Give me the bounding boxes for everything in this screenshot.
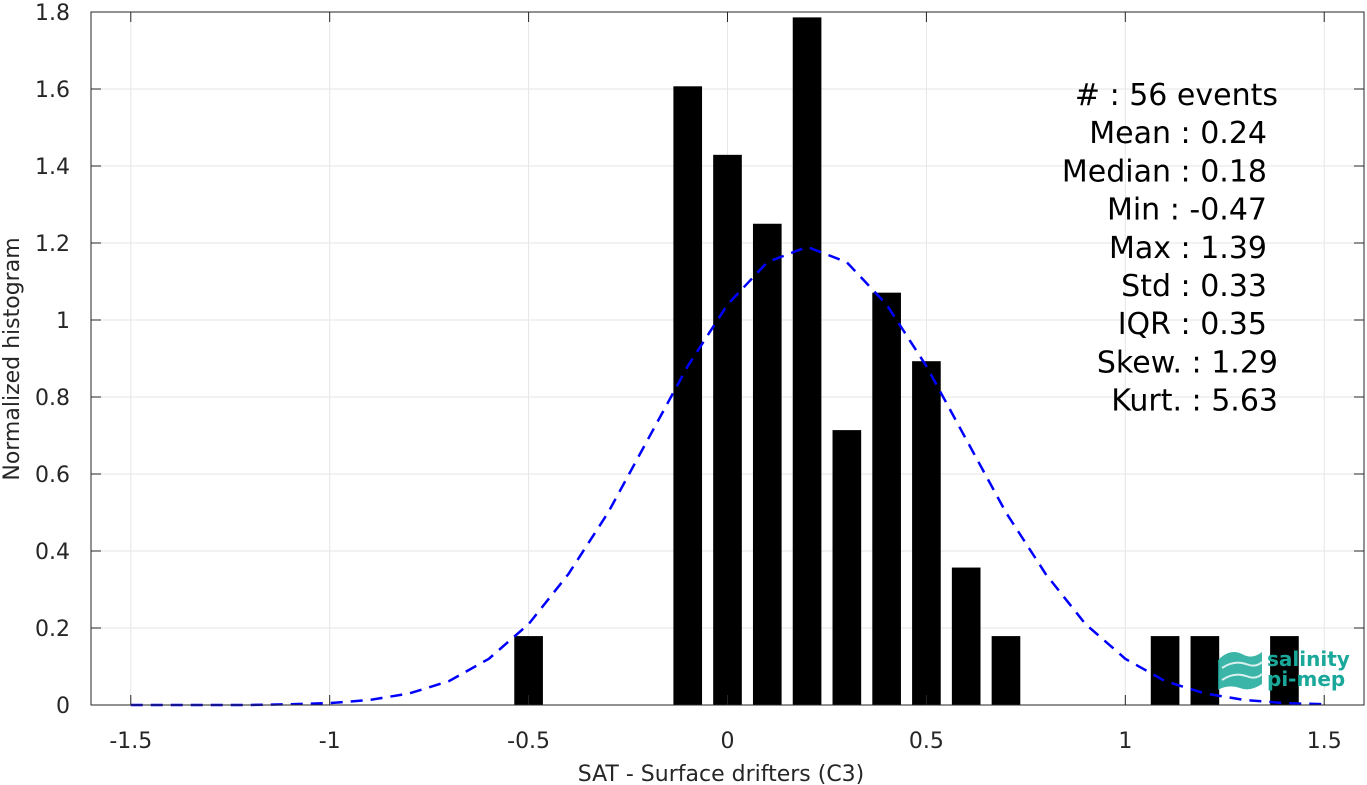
histogram-bar: [1150, 636, 1180, 705]
y-tick-label: 0.2: [35, 617, 70, 642]
logo-line-1: salinity: [1267, 647, 1350, 671]
histogram-bar: [872, 292, 901, 705]
histogram-bar: [912, 361, 941, 705]
x-tick-label: -0.5: [507, 729, 550, 754]
y-tick-labels: 0 0.2 0.4 0.6 0.8 1 1.2 1.4 1.6 1.8: [35, 1, 70, 719]
logo-wave-icon: [1218, 652, 1263, 690]
salinity-pi-mep-logo: salinity pi-mep: [1218, 647, 1350, 691]
bars: [514, 17, 1299, 706]
stat-line: Mean : 0.24: [1089, 116, 1267, 151]
stat-line: Min : -0.47: [1107, 193, 1267, 228]
histogram-bar: [1270, 636, 1299, 705]
histogram-bar: [832, 430, 862, 705]
x-tick-labels: -1.5 -1 -0.5 0 0.5 1 1.5: [109, 729, 1341, 754]
histogram-bar: [514, 636, 543, 705]
x-tick-label: 0.5: [909, 729, 944, 754]
y-tick-label: 0.8: [35, 386, 70, 411]
x-axis-label: SAT - Surface drifters (C3): [578, 762, 865, 785]
y-axis-label: Normalized histogram: [0, 237, 25, 480]
stat-line: IQR : 0.35: [1118, 307, 1267, 342]
histogram-bar: [991, 636, 1021, 705]
x-tick-label: -1.5: [109, 729, 152, 754]
x-tick-label: 1: [1118, 729, 1132, 754]
stat-line: Kurt. : 5.63: [1111, 384, 1278, 419]
x-tick-label: 0: [721, 729, 735, 754]
logo-line-2: pi-mep: [1267, 667, 1345, 691]
histogram-bar: [951, 567, 981, 705]
y-tick-label: 1.2: [35, 232, 70, 257]
stat-line: Median : 0.18: [1062, 154, 1267, 189]
y-tick-label: 0.4: [35, 540, 70, 565]
histogram-bar: [752, 223, 782, 705]
y-tick-label: 0.6: [35, 463, 70, 488]
y-tick-label: 1: [56, 309, 70, 334]
y-tick-label: 1.8: [35, 1, 70, 26]
normal-fit-curve: [130, 245, 1325, 707]
x-tick-label: -1: [319, 729, 341, 754]
fit-curve-layer: [130, 245, 1325, 707]
histogram-bar: [792, 17, 822, 705]
stat-line: Max : 1.39: [1109, 231, 1267, 266]
histogram-bar: [713, 154, 742, 705]
histogram-bar: [673, 86, 703, 706]
histogram-bar: [1190, 636, 1220, 705]
stat-line: # : 56 events: [1075, 78, 1278, 113]
y-tick-label: 1.4: [35, 155, 70, 180]
y-tick-label: 1.6: [35, 78, 70, 103]
stat-line: Std : 0.33: [1121, 269, 1267, 304]
y-tick-label: 0: [56, 694, 70, 719]
x-tick-label: 1.5: [1307, 729, 1342, 754]
axes: [90, 11, 1365, 706]
stat-line: Skew. : 1.29: [1097, 345, 1278, 380]
